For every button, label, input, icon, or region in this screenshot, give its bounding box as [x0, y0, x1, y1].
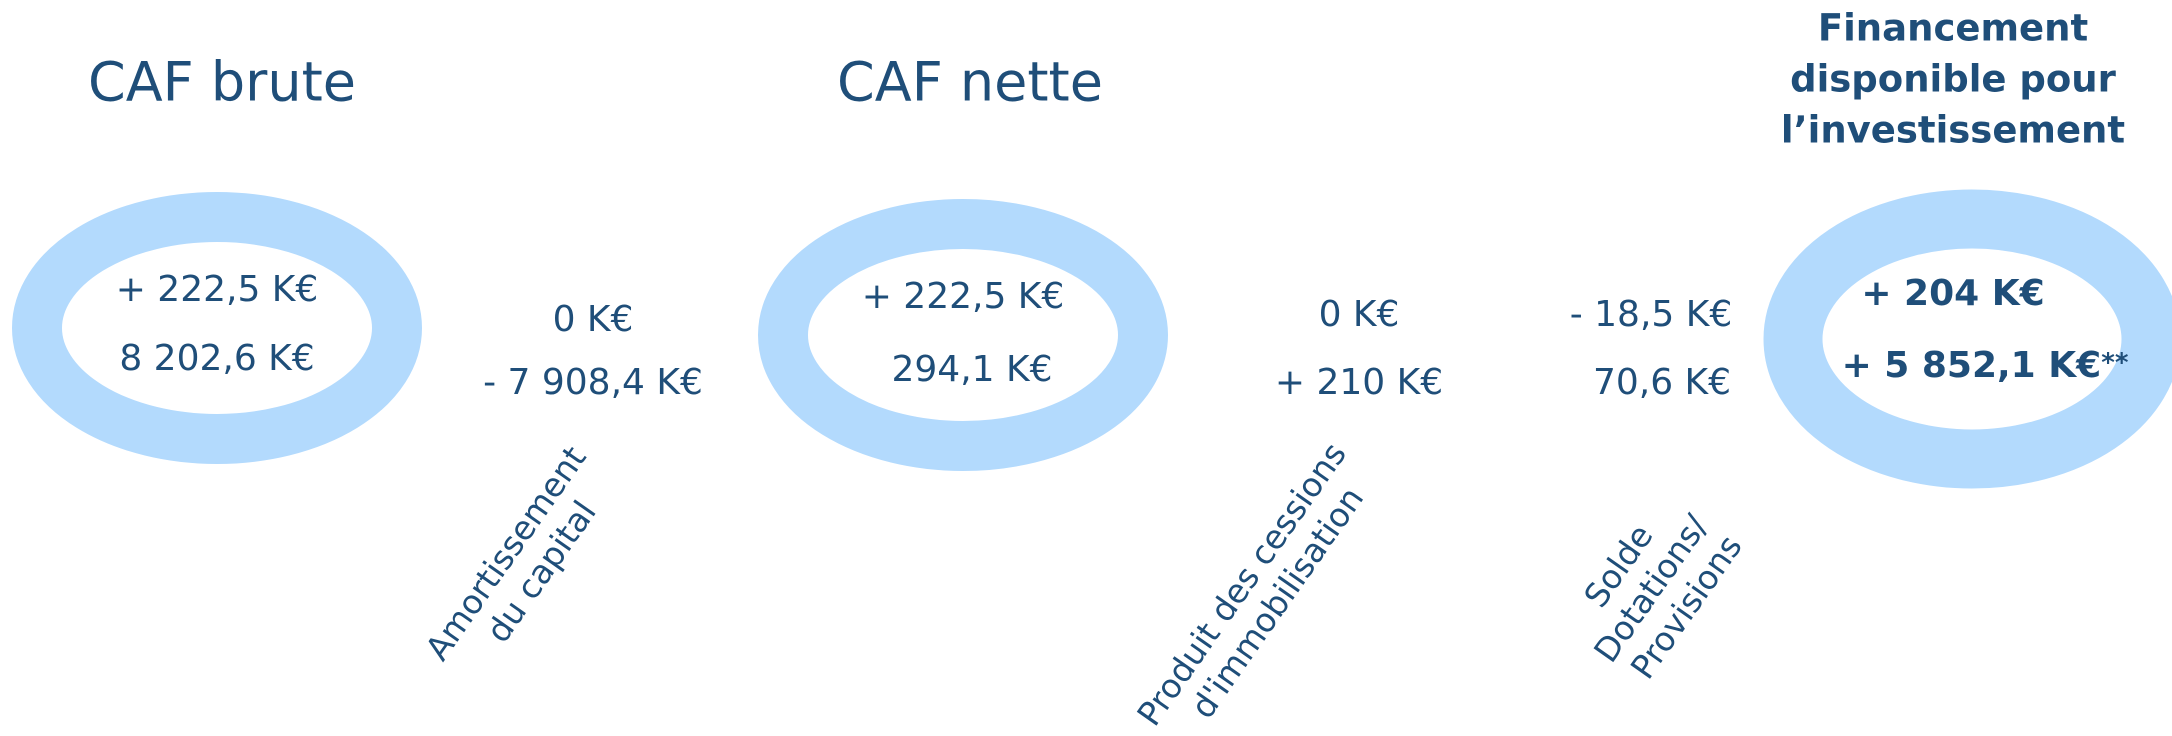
ring [1763, 189, 2172, 489]
connector-value: 0 K€ [553, 299, 634, 340]
node-value: + 204 K€ [1861, 273, 2044, 314]
label-line: Produit des cessions [1129, 435, 1354, 733]
connector-label: Solde Dotations/ Provisions [1553, 476, 1754, 692]
node-value: 8 202,6 K€ [119, 338, 314, 379]
ring [758, 199, 1168, 471]
connector-value: + 210 K€ [1275, 362, 1443, 403]
node-title: CAF nette [837, 51, 1103, 114]
connector-value: - 18,5 K€ [1570, 294, 1733, 335]
node-value: 294,1 K€ [891, 349, 1052, 390]
node-value-group: + 5 852,1 K€** [1842, 345, 2129, 386]
connector-value: - 7 908,4 K€ [483, 362, 703, 403]
node-title: CAF brute [88, 51, 356, 114]
connector-label: Produit des cessions d'immobilisation [1129, 426, 1392, 736]
connector-value: 0 K€ [1319, 294, 1400, 335]
node-title: Financement [1818, 7, 2088, 50]
node-title: disponible pour [1790, 58, 2117, 101]
node-title: l’investissement [1781, 109, 2125, 152]
connector-value: 70,6 K€ [1593, 362, 1731, 403]
node-value: + 5 852,1 K€ [1842, 345, 2102, 386]
ring [12, 192, 422, 464]
node-note: ** [2101, 348, 2129, 378]
node-value: + 222,5 K€ [862, 276, 1065, 317]
node-value: + 222,5 K€ [116, 269, 319, 310]
connector-label: Amortissement du capital [417, 430, 632, 690]
